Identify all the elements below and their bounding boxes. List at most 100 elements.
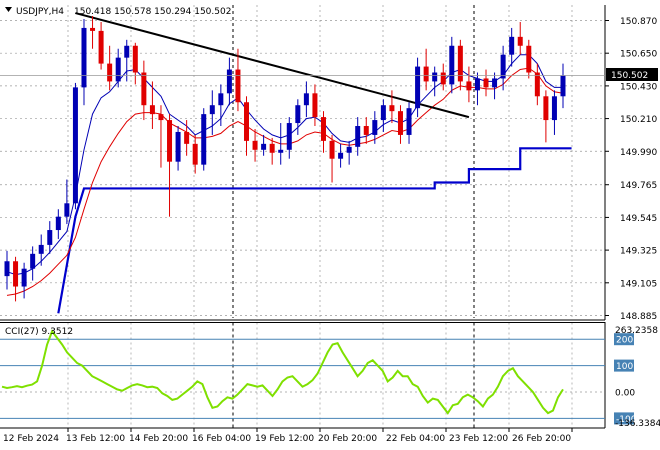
candle-body bbox=[226, 69, 232, 94]
trendline-layer bbox=[75, 12, 470, 119]
candle bbox=[13, 256, 19, 302]
candle-body bbox=[380, 105, 386, 121]
price-tick-label: 150.430 bbox=[620, 82, 657, 92]
stop-line bbox=[57, 147, 572, 314]
candle-body bbox=[201, 114, 207, 165]
cci-line-layer bbox=[1, 329, 564, 415]
candle bbox=[397, 105, 403, 144]
cci-tick-label: -136.3384 bbox=[615, 419, 660, 429]
candle bbox=[38, 234, 44, 266]
price-tick-label: 149.105 bbox=[620, 279, 657, 289]
time-tick-label: 26 Feb 20:00 bbox=[512, 434, 571, 444]
cci-level-badge bbox=[614, 333, 634, 346]
candle bbox=[534, 63, 540, 106]
candle-body bbox=[415, 66, 421, 109]
candle bbox=[329, 134, 335, 183]
cci-tick-label: -100 bbox=[616, 415, 637, 425]
candle-body bbox=[192, 143, 198, 165]
candle bbox=[47, 221, 53, 254]
cci-level-badge bbox=[614, 359, 634, 372]
candle-body bbox=[338, 152, 344, 159]
price-tick-label: 150.650 bbox=[620, 50, 657, 60]
candle-body bbox=[449, 45, 455, 85]
candle bbox=[55, 209, 61, 239]
price-axis-ticks: 150.870 150.650 150.430 150.210 149.990 149.7… bbox=[605, 17, 657, 322]
candle bbox=[406, 102, 412, 144]
candle-body bbox=[261, 143, 267, 150]
time-tick-label: 23 Feb 12:00 bbox=[449, 434, 508, 444]
candle-body bbox=[363, 126, 369, 135]
candle bbox=[440, 63, 446, 91]
candle bbox=[278, 123, 284, 165]
candle-body bbox=[474, 78, 480, 91]
candle bbox=[474, 72, 480, 106]
candle-body bbox=[295, 105, 301, 124]
candle-body bbox=[167, 120, 173, 162]
cci-tick-label: 200 bbox=[616, 336, 633, 346]
time-axis-ticks: 12 Feb 2024 13 Feb 12:00 14 Feb 20:00 16 Fe… bbox=[3, 428, 573, 444]
candle-body bbox=[397, 111, 403, 135]
candle-body bbox=[64, 203, 70, 217]
time-tick-label: 16 Feb 04:00 bbox=[192, 434, 251, 444]
candle-body bbox=[38, 244, 44, 254]
time-tick-label: 14 Feb 20:00 bbox=[129, 434, 188, 444]
candle-body bbox=[90, 27, 96, 31]
candle-body bbox=[509, 36, 515, 55]
trendline bbox=[75, 12, 470, 119]
candle bbox=[517, 21, 523, 55]
candle bbox=[21, 262, 27, 299]
candle bbox=[389, 90, 395, 124]
candle bbox=[218, 84, 224, 127]
chart-collapse-icon[interactable] bbox=[5, 7, 12, 12]
candle-body bbox=[244, 102, 250, 141]
candle bbox=[526, 39, 532, 79]
candle-body bbox=[278, 149, 284, 153]
candle-body bbox=[526, 45, 532, 73]
candle bbox=[201, 108, 207, 171]
candle bbox=[509, 27, 515, 67]
candle bbox=[107, 45, 113, 91]
candle bbox=[423, 48, 429, 91]
candle bbox=[132, 42, 138, 85]
candle-body bbox=[543, 96, 549, 121]
candle-body bbox=[483, 78, 489, 88]
candle-body bbox=[72, 87, 78, 204]
candle bbox=[338, 143, 344, 168]
candle bbox=[158, 105, 164, 168]
candle bbox=[483, 69, 489, 97]
candle bbox=[235, 48, 241, 112]
candle bbox=[244, 96, 250, 156]
candle-body bbox=[124, 45, 130, 58]
candle-body bbox=[132, 45, 138, 73]
ohlc-label: 150.418 150.578 150.294 150.502 bbox=[74, 7, 231, 17]
candle bbox=[295, 99, 301, 135]
candle-body bbox=[175, 131, 181, 162]
price-tick-label: 150.870 bbox=[620, 17, 657, 27]
candle-body bbox=[406, 108, 412, 135]
candle-body bbox=[81, 27, 87, 88]
candle-body bbox=[149, 105, 155, 115]
candle bbox=[457, 39, 463, 91]
symbol-label: USDJPY,H4 bbox=[16, 7, 64, 17]
candle bbox=[209, 90, 215, 135]
candle-body bbox=[115, 57, 121, 82]
candle-body bbox=[98, 30, 104, 64]
candle-body bbox=[389, 105, 395, 112]
stop-line-layer bbox=[57, 147, 572, 314]
candle bbox=[226, 57, 232, 106]
candle bbox=[4, 250, 10, 290]
time-tick-label: 20 Feb 20:00 bbox=[318, 434, 377, 444]
time-tick-label: 22 Feb 04:00 bbox=[386, 434, 445, 444]
candle bbox=[141, 60, 147, 121]
candle bbox=[175, 126, 181, 171]
candle-body bbox=[500, 54, 506, 79]
candle-body bbox=[303, 93, 309, 106]
candle bbox=[492, 72, 498, 100]
price-badge bbox=[606, 68, 658, 81]
price-tick-label: 149.325 bbox=[620, 247, 657, 257]
candle bbox=[184, 120, 190, 156]
price-tick-label: 149.545 bbox=[620, 214, 657, 224]
candle-body bbox=[320, 117, 326, 141]
